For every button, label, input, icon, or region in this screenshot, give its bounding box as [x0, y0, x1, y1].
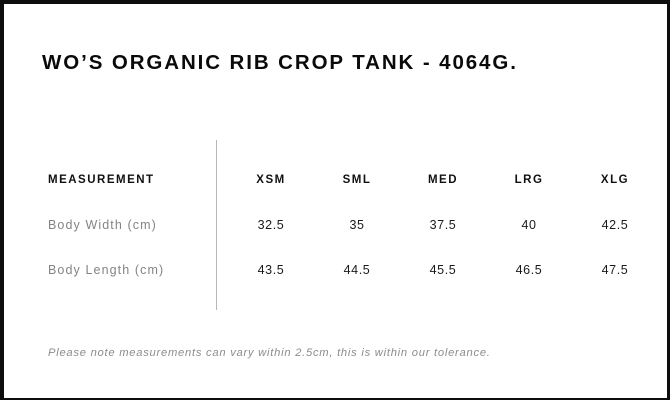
cell-body-width-xlg: 42.5	[601, 218, 629, 232]
cell-body-width-xsm: 32.5	[257, 218, 285, 232]
row-label-body-width: Body Width (cm)	[48, 218, 157, 232]
cell-body-width-lrg: 40	[521, 218, 537, 232]
column-header-measurement: MEASUREMENT	[48, 174, 155, 186]
column-header-lrg: LRG	[514, 174, 544, 186]
column-divider	[216, 140, 217, 310]
table-header-row: MEASUREMENT XSM SML MED LRG XLG	[42, 170, 646, 190]
row-label-body-length: Body Length (cm)	[48, 263, 165, 277]
size-chart-table: MEASUREMENT XSM SML MED LRG XLG Body Wid…	[42, 140, 646, 310]
column-header-med: MED	[427, 174, 459, 186]
table-row: Body Length (cm) 43.5 44.5 45.5 46.5 47.…	[42, 260, 646, 280]
cell-body-length-xsm: 43.5	[257, 263, 285, 277]
cell-body-length-sml: 44.5	[343, 263, 371, 277]
cell-body-width-med: 37.5	[429, 218, 457, 232]
column-header-xlg: XLG	[600, 174, 630, 186]
cell-body-length-med: 45.5	[429, 263, 457, 277]
column-header-sml: SML	[342, 174, 372, 186]
page-content: WO’S ORGANIC RIB CROP TANK - 4064G. MEAS…	[4, 4, 667, 398]
table-row: Body Width (cm) 32.5 35 37.5 40 42.5	[42, 215, 646, 235]
column-header-xsm: XSM	[256, 174, 286, 186]
tolerance-note: Please note measurements can vary within…	[48, 347, 491, 359]
cell-body-length-lrg: 46.5	[515, 263, 543, 277]
page-title: WO’S ORGANIC RIB CROP TANK - 4064G.	[42, 51, 518, 74]
cell-body-length-xlg: 47.5	[601, 263, 629, 277]
cell-body-width-sml: 35	[349, 218, 365, 232]
